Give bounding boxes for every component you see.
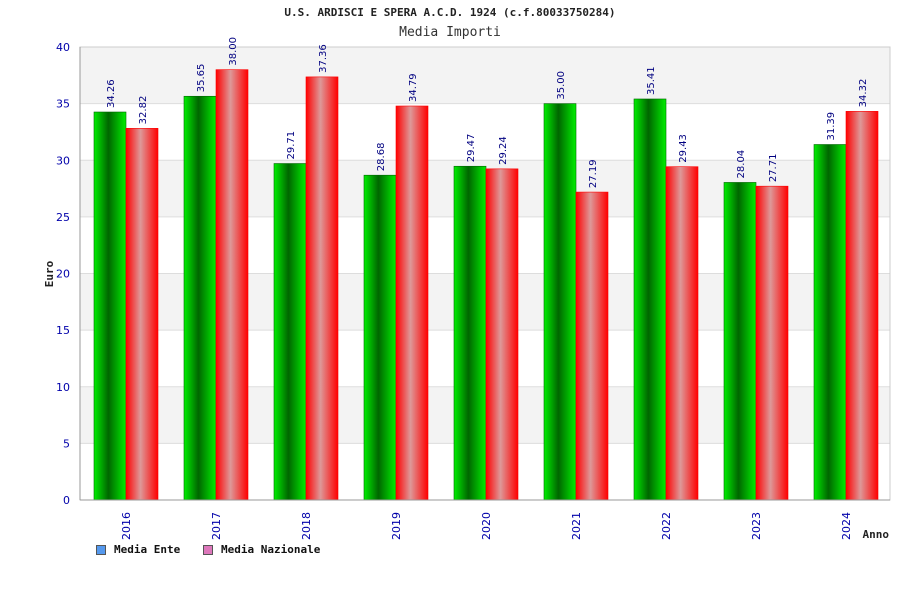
data-label: 35.41 [646, 66, 657, 95]
x-tick-label: 2024 [840, 512, 853, 540]
x-tick-label: 2022 [660, 512, 673, 540]
bar-media-ente [633, 98, 667, 501]
plot-band [80, 47, 890, 104]
y-tick-label: 30 [56, 154, 70, 167]
legend-label-ente: Media Ente [114, 543, 181, 556]
legend-swatch-ente [96, 544, 106, 555]
x-tick-label: 2017 [210, 512, 223, 540]
bar-media-nazionale [755, 185, 789, 501]
x-tick-label: 2023 [750, 512, 763, 540]
x-tick-label: 2016 [120, 512, 133, 540]
bar-media-nazionale [395, 105, 429, 501]
y-tick-label: 0 [63, 494, 70, 507]
data-label: 32.82 [138, 96, 149, 125]
y-tick-label: 10 [56, 381, 70, 394]
y-tick-label: 35 [56, 98, 70, 111]
y-tick-label: 15 [56, 324, 70, 337]
data-label: 29.47 [466, 134, 477, 163]
y-tick-label: 20 [56, 268, 70, 281]
bar-media-ente [453, 165, 487, 501]
x-tick-label: 2018 [300, 512, 313, 540]
x-axis-label: Anno [863, 528, 890, 541]
data-label: 34.26 [106, 79, 117, 108]
x-tick-label: 2021 [570, 512, 583, 540]
data-label: 27.19 [588, 159, 599, 188]
data-label: 31.39 [826, 112, 837, 141]
legend-swatch-nazionale [203, 544, 213, 555]
data-label: 35.65 [196, 64, 207, 93]
data-label: 27.71 [768, 154, 779, 183]
bar-media-nazionale [305, 76, 339, 501]
y-tick-label: 25 [56, 211, 70, 224]
data-label: 34.32 [858, 79, 869, 108]
data-label: 29.43 [678, 134, 689, 163]
bar-media-ente [543, 103, 577, 501]
data-label: 34.79 [408, 73, 419, 102]
legend-item-media-nazionale: Media Nazionale [203, 543, 320, 556]
bar-media-ente [93, 111, 127, 501]
data-label: 29.71 [286, 131, 297, 160]
bar-media-nazionale [485, 168, 519, 501]
data-label: 28.68 [376, 143, 387, 172]
bar-media-nazionale [215, 69, 249, 501]
chart-title: U.S. ARDISCI E SPERA A.C.D. 1924 (c.f.80… [284, 6, 616, 19]
bar-media-ente [273, 163, 307, 501]
legend-item-media-ente: Media Ente [96, 543, 180, 556]
x-tick-label: 2019 [390, 512, 403, 540]
legend-label-nazionale: Media Nazionale [221, 543, 321, 556]
bar-media-ente [183, 95, 217, 501]
y-axis-label: Euro [43, 260, 56, 287]
bar-media-nazionale [665, 166, 699, 501]
bar-media-nazionale [125, 128, 159, 501]
bar-media-ente [813, 144, 847, 501]
data-label: 38.00 [228, 37, 239, 66]
bar-media-ente [723, 182, 757, 501]
bar-media-nazionale [845, 111, 879, 501]
y-tick-label: 40 [56, 41, 70, 54]
x-tick-label: 2020 [480, 512, 493, 540]
y-tick-label: 5 [63, 437, 70, 450]
bar-media-ente [363, 174, 397, 501]
bar-media-nazionale [575, 191, 609, 501]
data-label: 35.00 [556, 71, 567, 100]
data-label: 28.04 [736, 150, 747, 179]
data-label: 29.24 [498, 136, 509, 165]
chart-subtitle: Media Importi [399, 25, 501, 40]
data-label: 37.36 [318, 44, 329, 73]
